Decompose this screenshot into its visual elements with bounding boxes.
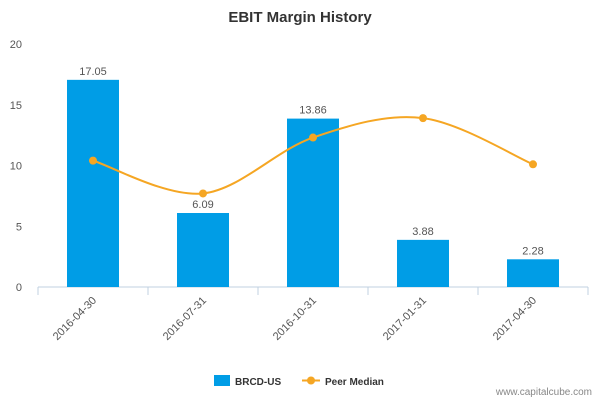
legend: BRCD-US Peer Median bbox=[214, 375, 384, 388]
bar-value-label: 6.09 bbox=[192, 199, 213, 211]
bar-value-label: 13.86 bbox=[299, 105, 327, 117]
chart-title: EBIT Margin History bbox=[228, 9, 372, 26]
y-tick-label: 5 bbox=[16, 221, 22, 233]
y-tick-label: 10 bbox=[10, 161, 22, 173]
bar-series: 17.05 6.09 13.86 3.88 2.28 bbox=[67, 66, 559, 287]
legend-label-line: Peer Median bbox=[325, 377, 384, 388]
bar-value-label: 3.88 bbox=[412, 226, 433, 238]
bar bbox=[397, 239, 449, 287]
source-footer: www.capitalcube.com bbox=[495, 387, 592, 398]
x-tick-label: 2017-04-30 bbox=[491, 295, 539, 343]
bar bbox=[287, 118, 339, 287]
bar-value-label: 17.05 bbox=[79, 66, 107, 78]
bar-value-label: 2.28 bbox=[522, 245, 543, 257]
y-tick-label: 15 bbox=[10, 100, 22, 112]
legend-label-bar: BRCD-US bbox=[235, 377, 281, 388]
x-tick-label: 2016-04-30 bbox=[51, 295, 99, 343]
x-tick-label: 2016-10-31 bbox=[271, 295, 319, 343]
x-tick-label: 2016-07-31 bbox=[161, 295, 209, 343]
peer-median-point bbox=[529, 160, 537, 169]
line-series bbox=[89, 114, 537, 198]
peer-median-point bbox=[199, 189, 207, 198]
y-tick-label: 20 bbox=[10, 39, 22, 51]
legend-swatch-bar bbox=[214, 375, 230, 386]
peer-median-point bbox=[89, 156, 97, 165]
bar bbox=[177, 213, 229, 287]
x-axis: 2016-04-30 2016-07-31 2016-10-31 2017-01-31… bbox=[37, 286, 589, 343]
x-tick-label: 2017-01-31 bbox=[381, 295, 429, 343]
legend-swatch-point bbox=[307, 376, 315, 385]
bar bbox=[67, 79, 119, 287]
y-axis: 0 5 10 15 20 bbox=[10, 39, 22, 294]
peer-median-point bbox=[419, 114, 427, 123]
y-tick-label: 0 bbox=[16, 282, 22, 294]
bar bbox=[507, 259, 559, 287]
peer-median-point bbox=[309, 133, 317, 142]
